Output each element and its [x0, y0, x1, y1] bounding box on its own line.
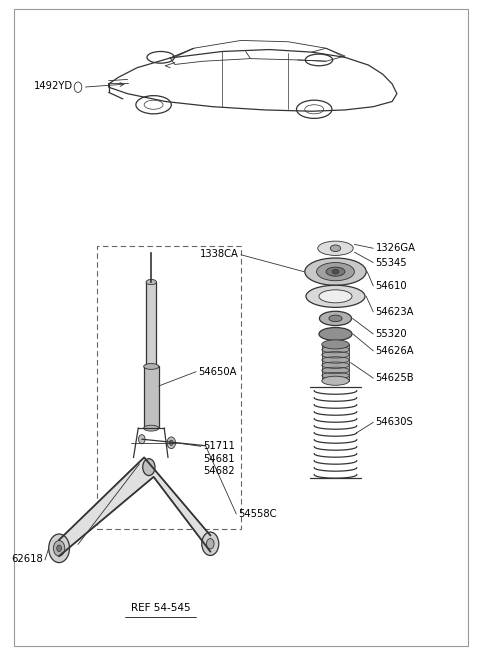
Text: 54625B: 54625B: [376, 373, 414, 383]
Text: 54681: 54681: [203, 454, 235, 464]
Ellipse shape: [332, 269, 339, 274]
Circle shape: [202, 532, 219, 555]
Text: 54610: 54610: [376, 281, 407, 291]
Bar: [97, 246, 241, 529]
Ellipse shape: [146, 280, 156, 285]
Ellipse shape: [144, 364, 159, 369]
Text: 54682: 54682: [203, 466, 235, 476]
Text: 54630S: 54630S: [376, 417, 413, 427]
Text: 55345: 55345: [376, 257, 407, 267]
Circle shape: [206, 538, 214, 549]
Circle shape: [143, 458, 155, 476]
Ellipse shape: [319, 311, 351, 326]
Circle shape: [57, 545, 61, 552]
Ellipse shape: [322, 376, 349, 385]
Bar: [322, 345, 349, 381]
Ellipse shape: [330, 245, 341, 252]
Ellipse shape: [318, 241, 353, 255]
Circle shape: [53, 540, 65, 556]
Circle shape: [167, 437, 176, 449]
Text: 62618: 62618: [11, 554, 43, 565]
Ellipse shape: [329, 315, 342, 322]
Ellipse shape: [326, 267, 345, 276]
Ellipse shape: [144, 425, 159, 431]
Text: 1492YD: 1492YD: [34, 81, 73, 91]
Circle shape: [48, 534, 70, 563]
Ellipse shape: [319, 328, 352, 341]
Text: REF 54-545: REF 54-545: [131, 603, 191, 613]
Text: 1326GA: 1326GA: [376, 243, 416, 253]
Bar: [144, 366, 159, 428]
Ellipse shape: [306, 286, 365, 307]
Text: 54650A: 54650A: [198, 367, 237, 377]
Text: 54626A: 54626A: [376, 346, 414, 356]
Circle shape: [138, 435, 145, 443]
Text: 54623A: 54623A: [376, 307, 414, 317]
Ellipse shape: [319, 290, 352, 303]
Bar: [146, 282, 156, 366]
Ellipse shape: [317, 263, 354, 281]
Text: 51711: 51711: [203, 441, 235, 451]
Ellipse shape: [305, 258, 366, 286]
Circle shape: [169, 440, 173, 445]
Ellipse shape: [322, 340, 349, 349]
Text: 55320: 55320: [376, 329, 407, 339]
Text: 1338CA: 1338CA: [200, 249, 239, 259]
Text: 54558C: 54558C: [239, 509, 277, 519]
Polygon shape: [59, 457, 210, 556]
